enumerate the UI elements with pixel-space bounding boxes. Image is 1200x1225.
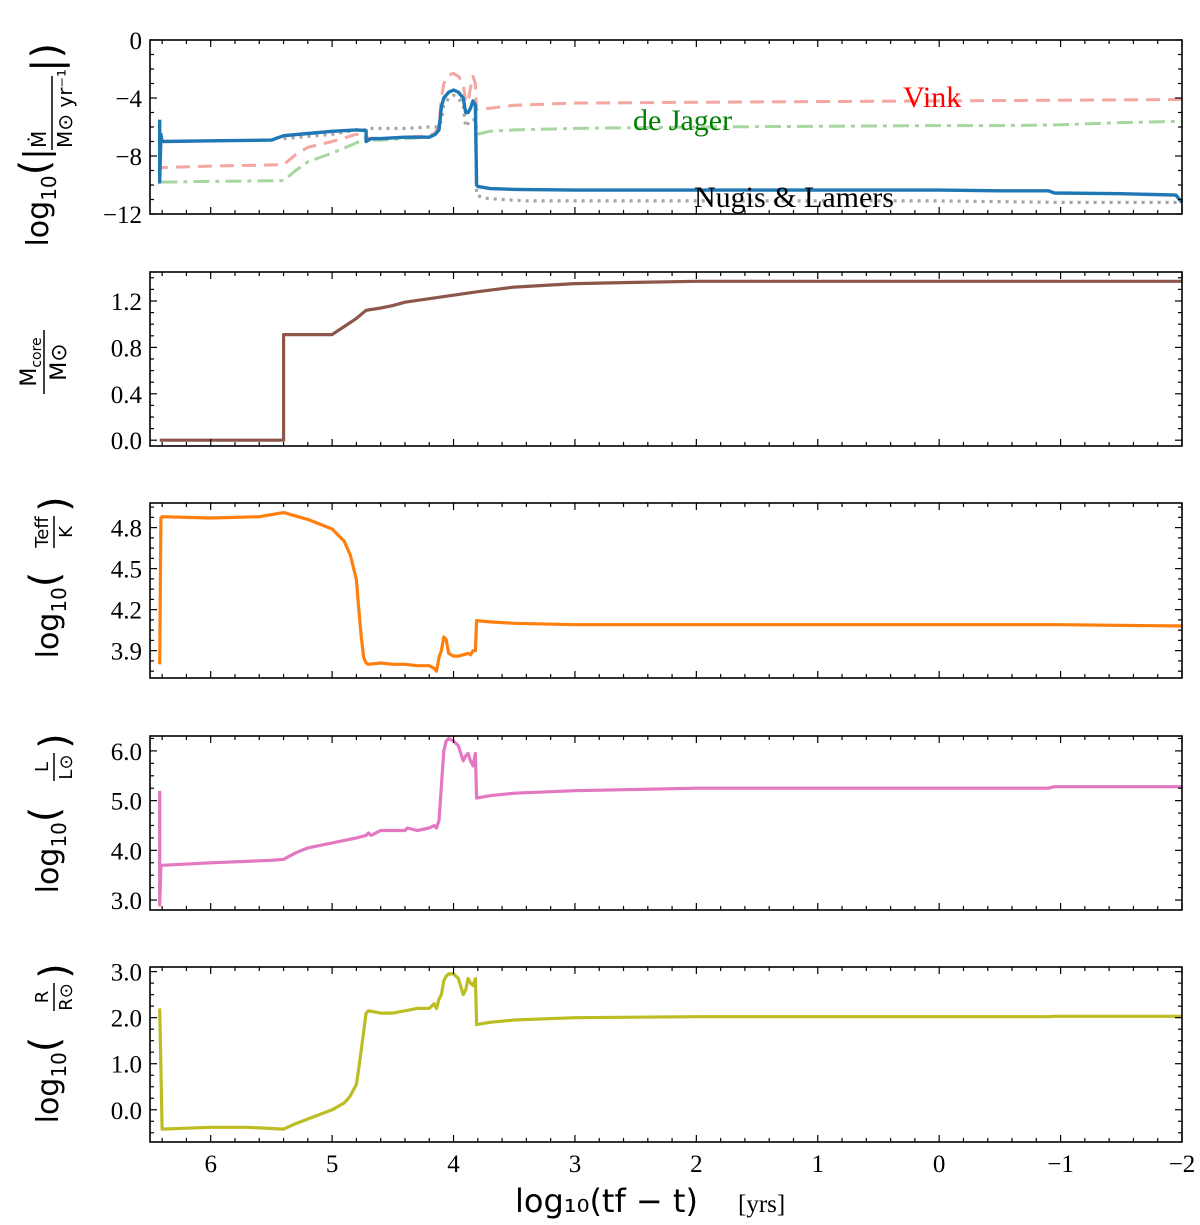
axes-frame [149,966,1183,1143]
y-tick-label: 4.0 [111,838,142,865]
panel-5: 0.0 1.0 2.0 3.0 6 5 4 3 2 1 0 −1 −2 [111,960,1196,1178]
y-tick-label: 0 [130,28,143,55]
svg-text:log10(: log10( [22,1037,71,1124]
x-tick-label: −2 [1169,1151,1196,1178]
y-tick-label: 6.0 [111,739,142,766]
y-tick-label: 4.5 [111,557,142,584]
x-tick-label: 3 [569,1151,582,1178]
y-label-panel-1-fraction: Ṁ M⊙ yr⁻¹ |) [24,43,77,150]
panel-4: 3.0 4.0 5.0 6.0 [111,735,1183,915]
y-tick-label: −4 [115,86,142,113]
svg-text:log10(: log10( [22,572,71,659]
series-core-mass [159,279,1182,442]
series-luminosity [158,736,1182,907]
svg-text:M⊙: M⊙ [47,343,72,380]
series-mass-loss-rate [158,88,1184,204]
axes-frame [149,735,1183,911]
y-tick-label: 3.0 [111,960,142,987]
panel-2: 0.0 0.4 0.8 1.2 [111,271,1183,455]
svg-text:M⊙ yr⁻¹: M⊙ yr⁻¹ [53,69,77,148]
annotation-nugis-lamers: Nugis & Lamers [694,181,894,214]
y-tick-label: 3.9 [111,639,142,666]
y-label-panel-5: log10( R R⊙ ) [22,963,78,1123]
bracket-close: |) [24,43,70,72]
annotation-de-jager: de Jager [633,104,732,137]
series-effective-temperature [158,511,1183,673]
y-label-panel-4: log10( L L⊙ ) [22,733,78,893]
svg-text:log10(|: log10(| [12,141,61,246]
x-tick-label: 0 [933,1151,946,1178]
svg-text:K: K [56,525,77,538]
x-tick-label: 4 [447,1151,460,1178]
x-tick-label: 6 [204,1151,217,1178]
series-radius [158,972,1182,1131]
y-label-panel-2: Mcore M⊙ [17,330,72,394]
svg-text:Ṁ: Ṁ [27,131,51,148]
series-vink [158,71,1183,171]
x-tick-label: 1 [812,1151,825,1178]
svg-text:log10(: log10( [22,807,71,894]
y-label-panel-3: log10( Teff K ) [22,496,78,658]
y-label-panel-1: log10(| [12,141,61,246]
x-axis-label: log₁₀(tf − t) [515,1182,698,1220]
y-tick-label: −12 [103,202,142,229]
y-tick-label: 2.0 [111,1006,142,1033]
series-nugis-lamers [283,93,1182,204]
x-tick-label: 5 [326,1151,339,1178]
y-tick-label: 1.2 [111,289,142,316]
y-tick-label: 0.4 [111,382,143,409]
svg-text:L⊙: L⊙ [56,754,77,779]
y-tick-label: 1.0 [111,1052,142,1079]
x-tick-label: −1 [1047,1151,1074,1178]
y-tick-label: −8 [115,144,142,171]
y-tick-label: 4.2 [111,598,142,625]
panel-3: 3.9 4.2 4.5 4.8 [111,502,1183,679]
svg-text:Teff: Teff [32,516,53,549]
svg-text:R⊙: R⊙ [56,983,77,1011]
panels-layer: 0−4−8−120.00.40.81.23.94.24.54.83.04.05.… [103,28,1195,1178]
svg-text:): ) [32,733,78,749]
y-tick-label: 5.0 [111,789,142,816]
y-tick-label: 3.0 [111,888,142,915]
y-tick-label: 0.0 [111,428,142,455]
axes-frame [149,502,1183,679]
axes-frame [149,271,1183,447]
annotation-vink: Vink [903,81,961,114]
x-axis-unit: [yrs] [738,1191,785,1218]
y-tick-label: 0.0 [111,1098,142,1125]
svg-text:): ) [32,963,78,979]
svg-text:R: R [32,991,53,1004]
y-tick-label: 0.8 [111,335,142,362]
svg-text:L: L [32,762,53,772]
svg-text:Mcore: Mcore [17,337,45,386]
x-tick-label: 2 [690,1151,703,1178]
y-tick-label: 4.8 [111,516,142,543]
panel-1: 0 −4 −8 −12 [103,28,1184,229]
svg-text:): ) [32,496,78,512]
